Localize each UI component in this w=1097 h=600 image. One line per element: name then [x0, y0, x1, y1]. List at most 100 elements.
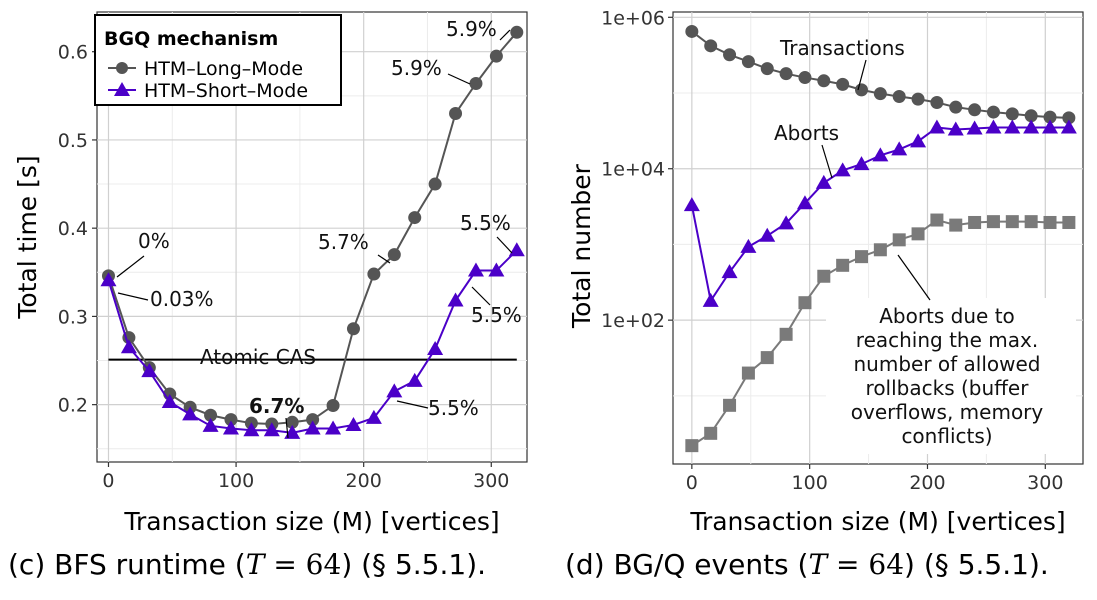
panel-c-series	[100, 25, 525, 439]
c-annotation-leader	[396, 400, 429, 409]
rollback-label-line: rollbacks (buffer	[866, 376, 1030, 400]
d-point-aborts	[966, 120, 983, 135]
d-point-rollback-aborts	[1043, 215, 1057, 229]
c-annotation-leader	[471, 286, 491, 306]
c-y-tick-label: 0.5	[58, 130, 88, 152]
caption-c-math: T	[245, 548, 265, 581]
d-point-transactions	[968, 103, 982, 117]
c-x-tick-label: 200	[346, 470, 382, 492]
c-point-short-mode	[447, 292, 464, 307]
aborts-label: Aborts	[774, 121, 839, 145]
caption-c-equals: = 64	[264, 548, 342, 581]
transactions-label: Transactions	[779, 36, 905, 60]
c-annotation-leader	[496, 236, 513, 254]
c-point-long-mode	[428, 177, 442, 191]
d-point-aborts	[872, 147, 889, 162]
d-point-aborts	[853, 156, 870, 171]
d-x-tick-label: 0	[686, 472, 698, 494]
panel-c-legend: BGQ mechanism HTM–Long–Mode HTM–Short–Mo…	[94, 14, 342, 106]
d-point-aborts	[702, 292, 719, 307]
d-point-transactions	[1005, 107, 1019, 121]
c-point-long-mode	[285, 415, 299, 429]
c-point-short-mode	[263, 422, 280, 437]
c-point-short-mode	[386, 383, 403, 398]
c-point-short-mode	[304, 420, 321, 435]
d-point-aborts	[815, 174, 832, 189]
d-point-aborts	[759, 227, 776, 242]
d-point-rollback-aborts	[1062, 215, 1076, 229]
panel-c-ticks: 0 100 200 300 0.2 0.3 0.4 0.5 0.6	[58, 42, 510, 492]
d-point-transactions	[704, 39, 718, 53]
c-point-short-mode	[202, 417, 219, 432]
c-point-short-mode	[100, 272, 117, 287]
d-point-rollback-aborts	[968, 215, 982, 229]
d-y-tick-label: 1e+02	[601, 310, 665, 332]
c-point-short-mode	[182, 406, 199, 421]
c-annotation-leader	[377, 254, 391, 264]
d-point-rollback-aborts	[1005, 215, 1019, 229]
d-x-tick-label: 200	[909, 472, 945, 494]
c-annotation-percent: 0.03%	[150, 287, 214, 311]
d-point-rollback-aborts	[723, 398, 737, 412]
panel-c-y-axis-title: Total time [s]	[13, 155, 42, 319]
c-annotation-percent: 5.9%	[446, 17, 497, 41]
d-point-aborts	[1042, 119, 1059, 134]
c-point-short-mode	[141, 363, 158, 378]
d-x-tick-label: 300	[1027, 472, 1063, 494]
c-annotation-percent: 5.5%	[460, 211, 511, 235]
c-annotation-percent: 5.5%	[428, 396, 479, 420]
c-annotation-percent: 5.5%	[471, 303, 522, 327]
c-point-long-mode	[346, 322, 360, 336]
d-x-tick-label: 100	[792, 472, 828, 494]
c-y-tick-label: 0.2	[58, 395, 88, 417]
panel-d-bgq-events: 0 100 200 300 1e+02 1e+04 1e+06 Transactions Ab…	[567, 7, 1084, 536]
c-annotation-leader	[116, 255, 145, 278]
c-point-short-mode	[427, 341, 444, 356]
panel-c-annotations: Atomic CAS 0% 0.03% 6.7% 5.7% 5.9%5.9% 5.5% 5.5…	[116, 17, 522, 439]
d-point-aborts	[1023, 119, 1040, 134]
c-annotation-leader	[499, 29, 511, 41]
d-point-aborts	[1060, 119, 1077, 134]
panel-c-bfs-runtime: 0 100 200 300 0.2 0.3 0.4 0.5 0.6 Atomic CAS 0% 0.…	[13, 11, 528, 536]
c-point-short-mode	[406, 372, 423, 387]
panel-d-series	[683, 24, 1077, 453]
legend-entry-long-mode: HTM–Long–Mode	[144, 58, 303, 80]
d-y-tick-label: 1e+04	[601, 159, 665, 181]
caption-d-equals: = 64	[827, 548, 905, 581]
d-point-transactions	[836, 77, 850, 91]
c-point-long-mode	[387, 248, 401, 262]
c-point-long-mode	[510, 25, 524, 39]
c-annotation-percent: 0%	[138, 229, 170, 253]
d-point-rollback-aborts	[741, 366, 755, 380]
c-annotation-leader	[447, 73, 471, 85]
legend-circle-marker	[116, 62, 128, 74]
d-point-transactions	[779, 67, 793, 81]
d-point-aborts	[985, 119, 1002, 134]
c-point-short-mode	[222, 420, 239, 435]
c-annotation-percent: 5.9%	[391, 56, 442, 80]
panel-d-annotations: Transactions Aborts Aborts due toreaching …	[774, 36, 1076, 454]
c-point-long-mode	[489, 49, 503, 63]
c-point-short-mode	[488, 262, 505, 277]
c-point-short-mode	[467, 262, 484, 277]
rollback-label-background	[826, 298, 1076, 454]
d-point-rollback-aborts	[930, 213, 944, 227]
c-point-short-mode	[365, 409, 382, 424]
c-point-long-mode	[306, 413, 320, 427]
c-annotation-leader	[117, 292, 149, 301]
d-point-rollback-aborts	[798, 296, 812, 310]
d-point-aborts	[740, 238, 757, 253]
d-point-transactions	[817, 74, 831, 88]
d-point-rollback-aborts	[892, 233, 906, 247]
c-point-long-mode	[367, 267, 381, 281]
d-point-transactions	[1043, 110, 1057, 124]
c-point-long-mode	[469, 76, 483, 90]
d-point-rollback-aborts	[855, 250, 869, 264]
d-point-aborts	[1004, 119, 1021, 134]
c-y-tick-label: 0.6	[58, 42, 88, 64]
c-point-long-mode	[326, 399, 340, 413]
d-point-transactions	[986, 105, 1000, 119]
atomic-cas-label: Atomic CAS	[200, 345, 316, 369]
c-annotation-percent: 6.7%	[249, 394, 304, 418]
c-point-long-mode	[449, 106, 463, 120]
